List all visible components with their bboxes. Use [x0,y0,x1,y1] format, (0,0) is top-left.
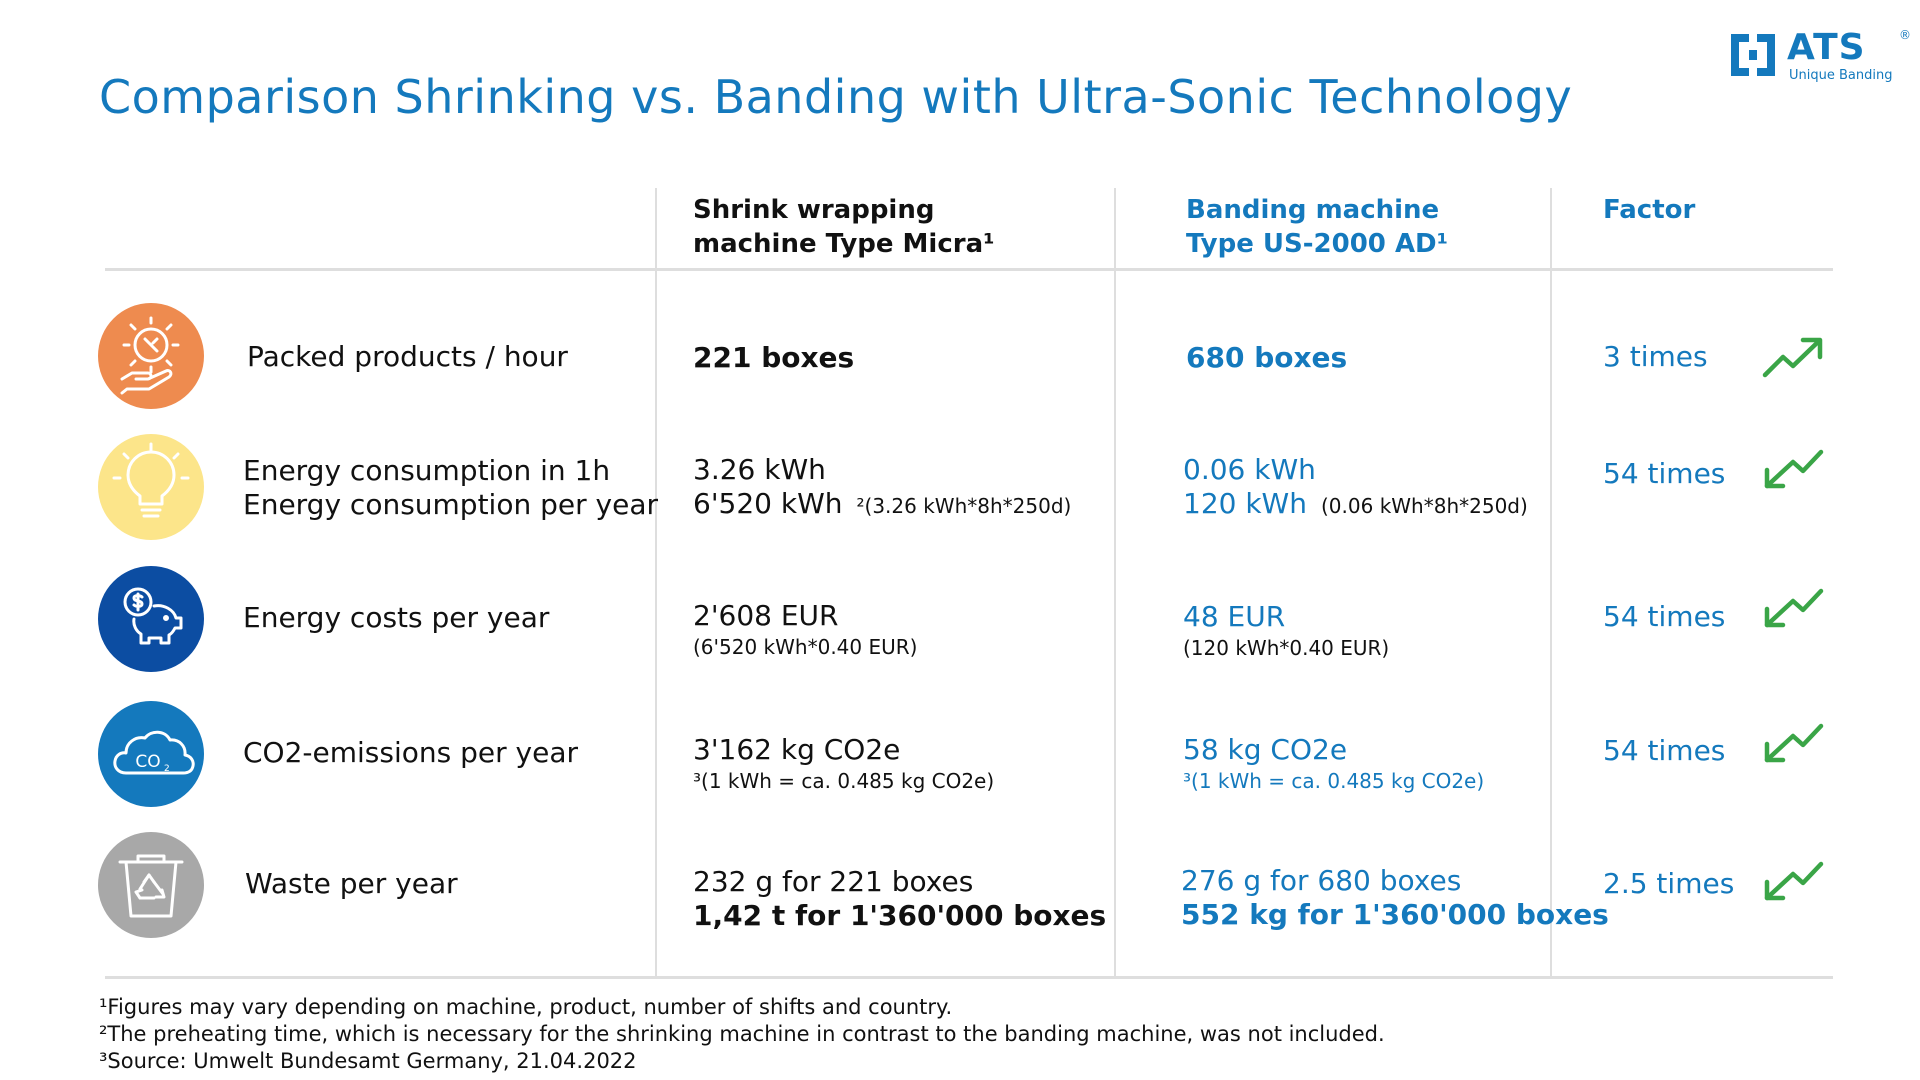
factor-energy-consumption: 54 times [1603,457,1726,490]
row-label-energy-costs: Energy costs per year [243,601,550,634]
column-divider [1550,188,1552,978]
header-divider [105,268,1833,271]
trend-up-arrow-icon [1762,337,1823,378]
ats-logo: ATS ® Unique Banding [1727,26,1917,86]
table-bottom-divider [105,976,1833,979]
shrink-co2-emissions: 3'162 kg CO2e ³(1 kWh = ca. 0.485 kg CO2… [693,733,995,793]
banding-packed-value: 680 boxes [1186,341,1348,374]
shrink-energy-consumption: 3.26 kWh 6'520 kWh ²(3.26 kWh*8h*250d) [693,453,1072,520]
banding-energy-consumption: 0.06 kWh 120 kWh (0.06 kWh*8h*250d) [1183,453,1528,520]
row-label-co2-emissions: CO2-emissions per year [243,736,578,769]
shrink-packed-value: 221 boxes [693,341,855,374]
piggy-bank-coin-icon [98,566,204,672]
factor-co2-emissions: 54 times [1603,734,1726,767]
banding-energy-costs: 48 EUR (120 kWh*0.40 EUR) [1183,600,1390,660]
banding-co2-emissions: 58 kg CO2e ³(1 kWh = ca. 0.485 kg CO2e) [1183,733,1485,793]
factor-energy-costs: 54 times [1603,600,1726,633]
banding-waste: 276 g for 680 boxes 552 kg for 1'360'000… [1181,864,1609,931]
footnote: ¹Figures may vary depending on machine, … [99,995,953,1019]
lightbulb-icon [98,434,204,540]
svg-text:CO: CO [135,752,160,772]
trend-down-arrow-icon [1764,449,1824,489]
trend-down-arrow-icon [1764,588,1824,628]
shrink-energy-costs: 2'608 EUR (6'520 kWh*0.40 EUR) [693,599,918,659]
header-factor: Factor [1603,195,1696,225]
row-label-waste: Waste per year [245,867,458,900]
footnotes: ¹Figures may vary depending on machine, … [99,994,1385,1075]
factor-waste: 2.5 times [1603,867,1735,900]
logo-tagline: Unique Banding [1789,68,1893,83]
row-label-energy-consumption: Energy consumption in 1h Energy consumpt… [243,454,658,521]
logo-brand: ATS [1787,27,1866,68]
recycle-bin-icon [98,832,204,938]
ats-logo-mark-icon [1731,34,1775,76]
header-banding: Banding machine Type US-2000 AD¹ [1186,195,1449,259]
footnote: ³Source: Umwelt Bundesamt Germany, 21.04… [99,1049,637,1073]
factor-packed: 3 times [1603,340,1708,373]
footnote: ²The preheating time, which is necessary… [99,1022,1385,1046]
svg-text:2: 2 [164,764,170,774]
column-divider [1114,188,1116,978]
column-divider [655,188,657,978]
row-label-packed-products: Packed products / hour [247,340,568,373]
shrink-waste: 232 g for 221 boxes 1,42 t for 1'360'000… [693,865,1107,932]
gear-hand-icon [98,303,204,409]
logo-registered: ® [1899,28,1911,42]
co2-cloud-icon: CO 2 [98,701,204,807]
trend-down-arrow-icon [1764,723,1824,763]
trend-down-arrow-icon [1764,861,1824,901]
page-title: Comparison Shrinking vs. Banding with Ul… [99,70,1573,124]
header-shrink: Shrink wrapping machine Type Micra¹ [693,195,995,259]
